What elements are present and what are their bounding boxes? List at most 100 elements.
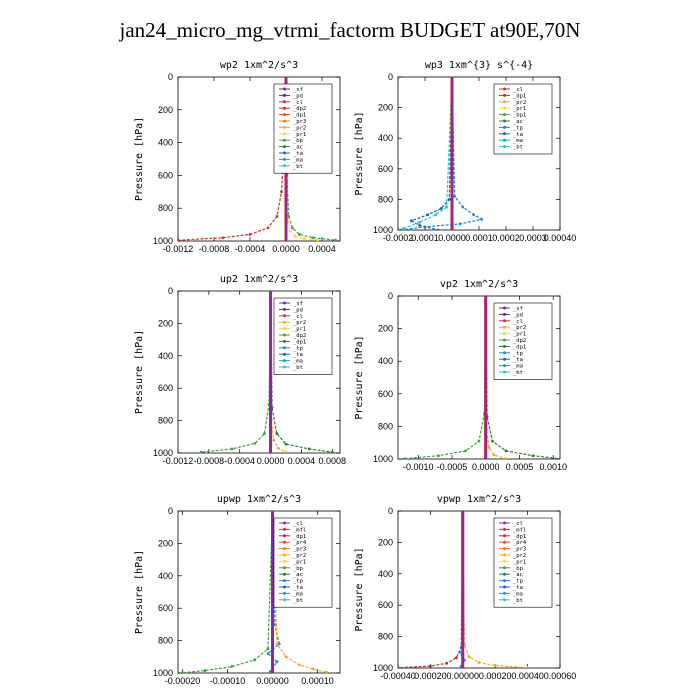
series-point-tp (458, 222, 462, 226)
y-tick-label: 400 (158, 351, 173, 361)
legend-marker (503, 591, 506, 595)
legend-label: _bp1 (513, 113, 526, 119)
legend-label: _dp1 (513, 344, 526, 350)
panel-3: up2 1xm^2/s^3 Pressure [hPa] 0 200 400 600 800… (134, 274, 346, 466)
legend-marker (283, 138, 286, 142)
series-group (199, 291, 334, 453)
series-point-pr2 (284, 450, 288, 453)
legend-marker (283, 113, 286, 117)
legend-label: _ac (293, 145, 303, 151)
y-tick-label: 600 (158, 603, 173, 613)
legend-label: _bt (293, 365, 303, 371)
x-tick-label: 0.0001 (465, 233, 493, 243)
legend-marker (283, 145, 286, 149)
y-tick-label: 0 (388, 506, 393, 516)
legend-marker (283, 164, 286, 168)
series-point-bp (203, 669, 207, 672)
plot-frame (177, 510, 341, 674)
x-tick-label: 0.00020 (414, 671, 447, 681)
legend-marker (503, 585, 506, 589)
legend-marker (283, 132, 286, 136)
x-tick-label: -0.0012 (163, 244, 194, 254)
series-point-bt (445, 205, 448, 209)
y-tick-label: 1000 (373, 454, 393, 464)
series-point-bp (253, 658, 256, 662)
legend-label: _pr3 (293, 547, 306, 553)
legend-marker (283, 521, 286, 525)
legend-marker (503, 319, 506, 323)
legend-marker (283, 359, 286, 363)
series-point-ta (437, 228, 440, 230)
series-line-tp (400, 77, 484, 230)
y-tick-label: 1000 (153, 668, 173, 678)
panel-4: vp2 1xm^2/s^3 Pressure [hPa] 0 200 400 600 800… (354, 279, 567, 472)
y-tick-label: 600 (158, 383, 173, 393)
legend-marker (283, 591, 286, 595)
x-tick-label: 0.0000 (472, 462, 500, 472)
legend-marker (503, 132, 506, 136)
legend-label: _dp2 (293, 333, 306, 339)
series-point-dp1 (454, 656, 458, 660)
legend-marker (283, 598, 286, 602)
series-point-tp (399, 228, 403, 230)
y-tick-label: 600 (158, 170, 173, 180)
series-point-pr2 (311, 667, 315, 671)
series-point-bp (298, 233, 301, 236)
legend-label: _dp1 (293, 339, 306, 345)
x-tick-label: 0.00060 (544, 671, 577, 681)
x-tick-label: -0.00010 (210, 676, 246, 686)
y-tick-label: 1000 (373, 225, 393, 235)
x-tick-label: -0.0005 (437, 462, 468, 472)
legend-marker (283, 346, 286, 350)
legend-label: _pr1 (293, 327, 306, 333)
legend-label: _ac (513, 572, 523, 578)
legend-label: _tp (513, 125, 523, 131)
y-tick-label: 800 (378, 421, 393, 431)
legend-label: _pd (293, 307, 303, 313)
series-line-cl (178, 77, 287, 241)
legend-label: _pd (293, 93, 303, 99)
plot-frame (177, 76, 341, 242)
y-tick-label: 800 (378, 632, 393, 642)
series-point-pr2 (467, 655, 471, 659)
series-point-pr2 (298, 663, 301, 667)
series-point-bp (266, 647, 270, 651)
panel-6: vpwp 1xm^2/s^3 Pressure [hPa] 0 200 400 600 80… (354, 494, 576, 681)
legend-label: _cl (513, 87, 523, 93)
panel-1: wp2 1xm^2/s^3 Pressure [hPa] 0 200 400 600 800… (134, 60, 341, 254)
legend-marker (503, 572, 506, 576)
x-tick-label: 0.00000 (256, 676, 289, 686)
x-tick-label: 0.0003 (519, 233, 547, 243)
y-tick-label: 0 (168, 72, 173, 82)
y-axis-label: Pressure [hPa] (354, 111, 365, 195)
legend-marker (283, 339, 286, 343)
series-point-pr2 (272, 438, 276, 442)
legend-marker (283, 547, 286, 551)
legend-marker (283, 307, 286, 311)
legend-label: _pr1 (293, 559, 306, 565)
legend-marker (283, 585, 286, 589)
panel-title: up2 1xm^2/s^3 (220, 274, 298, 285)
series-point-dp1 (531, 454, 535, 458)
series-line-dp2 (201, 291, 272, 453)
y-tick-label: 400 (158, 138, 173, 148)
legend-marker (503, 93, 506, 97)
series-point-cl (266, 226, 270, 230)
legend-label: _tp (293, 579, 303, 585)
legend-marker (283, 527, 286, 531)
y-tick-label: 200 (158, 538, 173, 548)
legend-marker (503, 559, 506, 563)
series-line-bp (182, 511, 274, 673)
legend-marker (283, 320, 286, 324)
series-point-tp (472, 213, 475, 217)
series-point-tp (453, 194, 457, 198)
series-point-pr2 (325, 670, 328, 673)
y-axis-label: Pressure [hPa] (134, 117, 145, 201)
series-group (403, 296, 560, 459)
legend-marker (503, 553, 506, 557)
series-point-dp1 (275, 432, 279, 435)
legend-label: _pr1 (513, 106, 526, 112)
y-axis-label: Pressure [hPa] (134, 550, 145, 634)
series-point-tp (458, 650, 461, 654)
series-point-dp2 (199, 450, 203, 453)
